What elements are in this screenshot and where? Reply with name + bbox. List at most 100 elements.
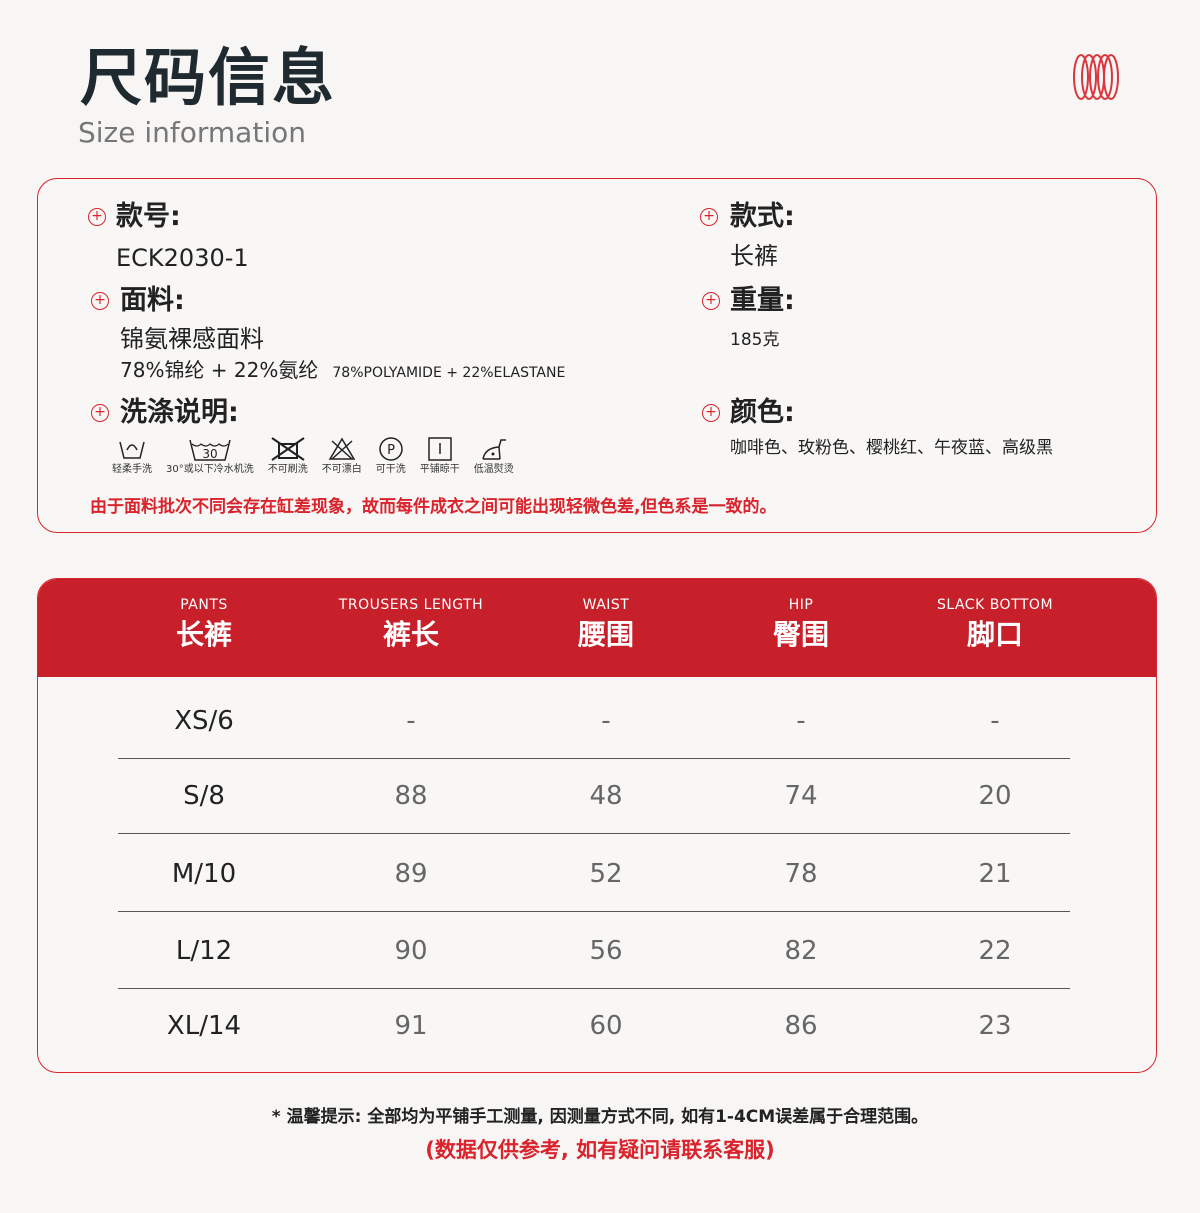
size-cell: M/10 xyxy=(171,859,237,889)
plus-circle-icon: + xyxy=(700,208,718,226)
care-dry-clean: P 可干洗 xyxy=(376,436,406,476)
row-divider xyxy=(118,988,1070,989)
table-row: XS/6 - - - - xyxy=(118,684,1070,759)
size-cell: XL/14 xyxy=(166,1011,242,1041)
fabric-label: 面料: xyxy=(120,285,185,316)
column-header: TROUSERS LENGTH 裤长 xyxy=(311,597,511,651)
care-wash-30: 30 30°或以下冷水机洗 xyxy=(166,436,254,476)
type-label: 款式: xyxy=(730,201,795,232)
value-cell: 22 xyxy=(978,936,1012,966)
size-cell: XS/6 xyxy=(174,706,234,736)
table-header: PANTS 长裤 TROUSERS LENGTH 裤长 WAIST 腰围 HIP 臀围 SLAC… xyxy=(38,579,1156,677)
page-subtitle: Size information xyxy=(78,116,306,149)
care-no-bleach: 不可漂白 xyxy=(322,436,362,476)
table-row: M/10 89 52 78 21 xyxy=(118,837,1070,912)
value-cell: 86 xyxy=(784,1011,818,1041)
dry-clean-icon: P xyxy=(378,437,403,461)
column-header-zh: 腰围 xyxy=(577,617,634,651)
hand-wash-icon xyxy=(119,441,145,459)
page-title: 尺码信息 xyxy=(80,41,337,114)
value-cell: 78 xyxy=(784,859,818,889)
value-cell: 60 xyxy=(589,1011,623,1041)
flat-dry-icon xyxy=(427,437,452,461)
color-label: 颜色: xyxy=(730,397,795,428)
type-value: 长裤 xyxy=(730,242,778,270)
care-low-iron: 低温熨烫 xyxy=(474,436,514,476)
coil-logo-icon xyxy=(1073,54,1119,100)
care-flat-dry: 平铺晾干 xyxy=(420,436,460,476)
color-difference-warning: 由于面料批次不同会存在缸差现象，故而每件成衣之间可能出现轻微色差,但色系是一致的… xyxy=(90,497,777,517)
table-row: XL/14 91 60 86 23 xyxy=(118,989,1070,1064)
fabric-composition: 78%锦纶 + 22%氨纶 78%POLYAMIDE + 22%ELASTANE xyxy=(120,358,565,382)
row-divider xyxy=(118,833,1070,834)
care-text: 低温熨烫 xyxy=(473,464,514,475)
care-text: 平铺晾干 xyxy=(419,464,460,475)
column-header: WAIST 腰围 xyxy=(506,597,706,651)
care-hand-wash: 轻柔手洗 xyxy=(112,436,152,476)
plus-circle-icon: + xyxy=(702,404,720,422)
size-table: PANTS 长裤 TROUSERS LENGTH 裤长 WAIST 腰围 HIP 臀围 SLAC… xyxy=(37,578,1157,1073)
no-brush-icon xyxy=(271,437,305,461)
weight-label: 重量: xyxy=(730,285,795,316)
plus-circle-icon: + xyxy=(702,292,720,310)
value-cell: 48 xyxy=(589,781,623,811)
weight-value: 185克 xyxy=(730,330,780,350)
column-header-zh: 脚口 xyxy=(966,617,1023,651)
value-cell: - xyxy=(990,706,1000,736)
fabric-value: 锦氨裸感面料 xyxy=(120,325,264,353)
table-row: L/12 90 56 82 22 xyxy=(118,914,1070,989)
care-text: 不可漂白 xyxy=(321,464,362,475)
dry-clean-letter: P xyxy=(387,443,395,458)
color-value: 咖啡色、玫粉色、樱桃红、午夜蓝、高级黑 xyxy=(730,438,1053,458)
reference-note: (数据仅供参考, 如有疑问请联系客服) xyxy=(425,1138,775,1162)
care-no-brush: 不可刷洗 xyxy=(268,436,308,476)
value-cell: 89 xyxy=(394,859,428,889)
row-divider xyxy=(118,911,1070,912)
care-text: 轻柔手洗 xyxy=(112,464,152,475)
column-header-zh: 裤长 xyxy=(382,617,439,651)
value-cell: 52 xyxy=(589,859,623,889)
care-text: 30°或以下冷水机洗 xyxy=(166,464,254,475)
value-cell: - xyxy=(406,706,416,736)
no-bleach-icon xyxy=(328,437,356,460)
product-info-panel xyxy=(37,178,1157,533)
column-header-en: TROUSERS LENGTH xyxy=(338,597,484,613)
fabric-composition-en: 78%POLYAMIDE + 22%ELASTANE xyxy=(332,365,566,381)
value-cell: 74 xyxy=(784,781,818,811)
care-label: 洗涤说明: xyxy=(120,397,239,428)
value-cell: 82 xyxy=(784,936,818,966)
column-header-zh: 臀围 xyxy=(772,617,829,651)
column-header-en: PANTS xyxy=(180,597,228,613)
column-header: PANTS 长裤 xyxy=(104,597,304,651)
wash-30-icon: 30 xyxy=(189,439,231,461)
care-text: 不可刷洗 xyxy=(267,464,308,475)
plus-circle-icon: + xyxy=(91,404,109,422)
measurement-tip: * 温馨提示: 全部均为平铺手工测量, 因测量方式不同, 如有1-4CM误差属于… xyxy=(271,1107,929,1127)
size-cell: L/12 xyxy=(175,936,233,966)
value-cell: 90 xyxy=(394,936,428,966)
value-cell: - xyxy=(601,706,611,736)
value-cell: 20 xyxy=(978,781,1012,811)
size-cell: S/8 xyxy=(183,781,225,811)
style-no-value: ECK2030-1 xyxy=(116,244,249,272)
care-text: 可干洗 xyxy=(375,464,406,475)
column-header-en: SLACK BOTTOM xyxy=(936,597,1054,613)
low-iron-icon xyxy=(481,439,506,460)
value-cell: - xyxy=(796,706,806,736)
value-cell: 21 xyxy=(978,859,1012,889)
column-header-en: HIP xyxy=(788,597,814,613)
care-instructions: 轻柔手洗 30 30°或以下冷水机洗 不可刷洗 不可漂白 P 可干洗 平铺晾干 … xyxy=(112,436,514,476)
column-header: SLACK BOTTOM 脚口 xyxy=(895,597,1095,651)
value-cell: 56 xyxy=(589,936,623,966)
column-header-zh: 长裤 xyxy=(175,617,232,651)
style-no-label: 款号: xyxy=(116,201,181,232)
table-row: S/8 88 48 74 20 xyxy=(118,759,1070,834)
value-cell: 23 xyxy=(978,1011,1012,1041)
plus-circle-icon: + xyxy=(88,208,106,226)
column-header: HIP 臀围 xyxy=(701,597,901,651)
value-cell: 91 xyxy=(394,1011,428,1041)
wash-temperature: 30 xyxy=(202,447,217,461)
column-header-en: WAIST xyxy=(582,597,630,613)
fabric-composition-cn: 78%锦纶 + 22%氨纶 xyxy=(120,358,319,382)
plus-circle-icon: + xyxy=(91,292,109,310)
